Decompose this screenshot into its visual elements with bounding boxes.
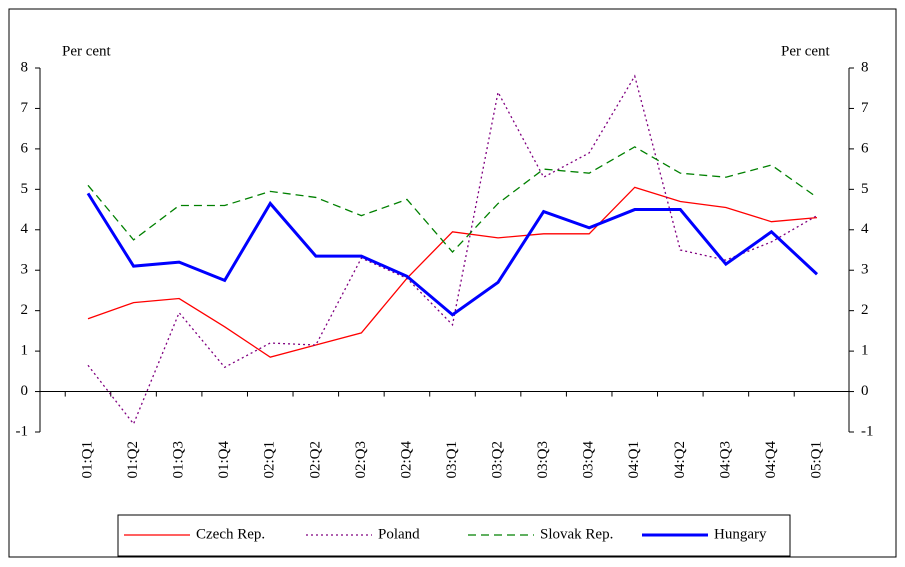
- x-tick-label: 01:Q1: [79, 441, 95, 479]
- y2-tick-label: -1: [861, 423, 874, 439]
- x-tick-label: 02:Q2: [307, 441, 323, 479]
- x-tick-label: 02:Q3: [353, 441, 369, 479]
- series-line: [86, 192, 819, 317]
- y-tick-label: 7: [21, 100, 29, 116]
- series-line: [87, 146, 818, 253]
- x-tick-label: 01:Q3: [171, 441, 187, 479]
- x-tick-label: 04:Q4: [763, 441, 779, 479]
- y2-tick-label: 3: [861, 262, 869, 278]
- y2-tick-label: 7: [861, 100, 869, 116]
- x-tick-label: 02:Q1: [262, 441, 278, 479]
- x-tick-label: 03:Q4: [581, 441, 597, 479]
- y-tick-label: 3: [21, 262, 29, 278]
- y-axis-label: Per cent: [62, 43, 112, 59]
- x-tick-label: 03:Q1: [444, 441, 460, 479]
- x-tick-label: 01:Q4: [216, 441, 232, 479]
- y2-tick-label: 6: [861, 140, 869, 156]
- y2-tick-label: 1: [861, 343, 869, 359]
- legend-label: Czech Rep.: [196, 526, 265, 542]
- y2-tick-label: 4: [861, 221, 869, 237]
- y-tick-label: 2: [21, 302, 29, 318]
- y-tick-label: 1: [21, 343, 29, 359]
- x-tick-label: 02:Q4: [398, 441, 414, 479]
- y2-tick-label: 0: [861, 383, 869, 399]
- legend-label: Poland: [378, 526, 420, 542]
- x-tick-label: 05:Q1: [808, 441, 824, 479]
- y2-tick-label: 5: [861, 181, 869, 197]
- y2-tick-label: 8: [861, 59, 869, 75]
- y-tick-label: 8: [21, 59, 29, 75]
- x-tick-label: 04:Q1: [626, 441, 642, 479]
- x-tick-label: 04:Q2: [672, 441, 688, 479]
- series-line: [87, 186, 818, 358]
- series-line: [87, 74, 818, 426]
- y-tick-label: 5: [21, 181, 29, 197]
- y2-tick-label: 2: [861, 302, 869, 318]
- y-tick-label: 4: [21, 221, 29, 237]
- x-tick-label: 04:Q3: [717, 441, 733, 479]
- x-tick-label: 01:Q2: [125, 441, 141, 479]
- frame: [8, 8, 897, 558]
- y-tick-label: 6: [21, 140, 29, 156]
- y-tick-label: 0: [21, 383, 29, 399]
- legend-label: Slovak Rep.: [540, 526, 613, 542]
- y2-axis-label: Per cent: [781, 43, 831, 59]
- x-tick-label: 03:Q3: [535, 441, 551, 479]
- x-tick-label: 03:Q2: [490, 441, 506, 479]
- legend-label: Hungary: [714, 526, 767, 542]
- y-tick-label: -1: [16, 423, 29, 439]
